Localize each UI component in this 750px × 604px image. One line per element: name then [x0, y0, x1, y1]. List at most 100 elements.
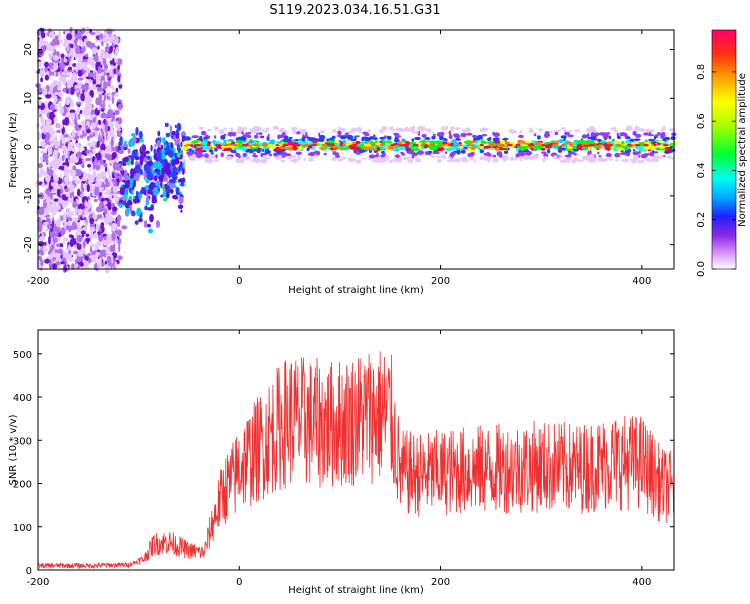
- spectrogram-cell: [132, 196, 135, 200]
- spectrogram-cell: [352, 146, 361, 151]
- spectrogram-cell: [321, 143, 327, 147]
- spectrogram-cell: [643, 141, 652, 145]
- colorbar-frame: [711, 29, 737, 270]
- spectrogram-cell: [536, 135, 541, 140]
- spectrogram-cell: [38, 241, 45, 247]
- spectrogram-cell: [561, 143, 566, 147]
- spectrogram-cell: [390, 126, 394, 131]
- spectrogram-cell: [223, 147, 232, 152]
- colorbar-ticks: 0.0 0.2 0.4 0.6 0.8: [696, 64, 736, 277]
- spectrogram-cell: [70, 86, 75, 95]
- spectrogram-cell: [295, 151, 302, 155]
- spectrogram-cell: [282, 143, 289, 147]
- spectrogram-cell: [454, 158, 461, 163]
- spectrogram-cell: [450, 126, 455, 130]
- spectrogram-cell: [627, 136, 631, 140]
- spectrogram-cell: [144, 205, 148, 211]
- spectrogram-cell: [437, 132, 444, 136]
- spectrogram-cell: [214, 126, 219, 131]
- spectrogram-cell: [380, 154, 386, 158]
- spectrogram-cell: [146, 223, 151, 228]
- spectrogram-cell: [44, 241, 47, 246]
- spectrogram-cell: [320, 130, 326, 134]
- spectrogram-cell: [191, 140, 199, 144]
- spectrogram-cell: [106, 36, 112, 40]
- spectrogram-cell: [241, 131, 244, 135]
- spectrogram-cell: [258, 132, 263, 136]
- spectrogram-cell: [107, 175, 112, 185]
- spectrogram-cell: [116, 190, 121, 195]
- spectrogram-cell: [492, 141, 502, 144]
- spectrogram-cell: [182, 141, 191, 145]
- spectrogram-cell: [42, 201, 48, 209]
- spectrogram-cell: [59, 243, 64, 248]
- spectrogram-cell: [567, 134, 574, 138]
- spectrogram-cell: [63, 134, 69, 138]
- spectrogram-cell: [134, 156, 140, 161]
- spectrogram-cell: [510, 131, 517, 134]
- spectrogram-cell: [103, 81, 107, 90]
- spectrogram-cell: [71, 75, 75, 85]
- spectrogram-cell: [53, 237, 56, 246]
- spectrogram-cell: [74, 179, 81, 185]
- spectrogram-cell: [105, 177, 108, 184]
- spectrogram-cell: [335, 140, 340, 144]
- spectrogram-cell: [494, 147, 500, 151]
- spectrogram-cell: [71, 221, 77, 230]
- spectrogram-cell: [532, 146, 538, 150]
- spectrogram-cell: [118, 160, 123, 165]
- spectrogram-cell: [429, 146, 438, 151]
- spectrogram-cell: [162, 189, 167, 198]
- spectrogram-cell: [412, 143, 419, 147]
- spectrogram-cell: [634, 156, 638, 161]
- spectrogram-cell: [435, 147, 445, 152]
- snr-y-tick-label: 500: [13, 350, 32, 361]
- spectrogram-cell: [486, 152, 491, 157]
- spectrogram-cell: [210, 155, 215, 159]
- spectrogram-cell: [225, 141, 232, 144]
- spectrogram-cell: [414, 136, 421, 141]
- spectrogram-cell: [84, 221, 88, 228]
- spectrogram-cell: [471, 146, 476, 151]
- snr-y-tick-label: 400: [13, 393, 32, 404]
- spectrogram-cell: [91, 250, 96, 255]
- spectrogram-cell: [107, 257, 111, 267]
- colorbar-tick-label: 0.6: [696, 113, 707, 129]
- spectrogram-cell: [649, 129, 653, 133]
- spectrogram-cell: [530, 127, 533, 132]
- spectrogram-cell: [74, 143, 80, 148]
- spectrogram-cell: [81, 230, 85, 238]
- spectrogram-cell: [393, 147, 398, 151]
- spectrogram-cell: [157, 130, 161, 137]
- spectrogram-cell: [384, 140, 392, 144]
- spectrogram-cell: [573, 129, 580, 133]
- spectrogram-cell: [180, 141, 183, 148]
- spectrogram-cell: [460, 132, 467, 138]
- spectrogram-cell: [448, 143, 454, 147]
- spectrogram-cell: [48, 31, 55, 39]
- spectrogram-cell: [176, 132, 179, 139]
- spectrogram-cell: [310, 143, 318, 147]
- spectrogram-cell: [136, 207, 142, 217]
- spectrogram-cell: [92, 132, 96, 137]
- spectrogram-cell: [52, 79, 58, 86]
- spectrogram-cell: [40, 77, 43, 83]
- spectrogram-cell: [76, 151, 82, 160]
- spectrogram-cell: [139, 169, 144, 176]
- spectrogram-cell: [103, 63, 109, 70]
- spectrogram-cell: [120, 145, 124, 151]
- spectrogram-cell: [115, 46, 119, 55]
- spectrogram-cell: [476, 141, 481, 146]
- spectrogram-cell: [39, 150, 46, 154]
- spectrogram-cell: [56, 129, 61, 134]
- spectrogram-cell: [264, 156, 271, 159]
- spectrogram-cell: [66, 33, 73, 41]
- spectrogram-cell: [87, 252, 91, 257]
- spectrogram-cell: [92, 117, 96, 123]
- spectrogram-cell: [252, 143, 260, 147]
- spectrogram-cell: [138, 130, 143, 140]
- spectrogram-cell: [186, 143, 192, 147]
- spectrogram-cell: [107, 192, 111, 196]
- spectrogram-frame: [37, 29, 675, 270]
- spectrogram-cell: [40, 156, 44, 164]
